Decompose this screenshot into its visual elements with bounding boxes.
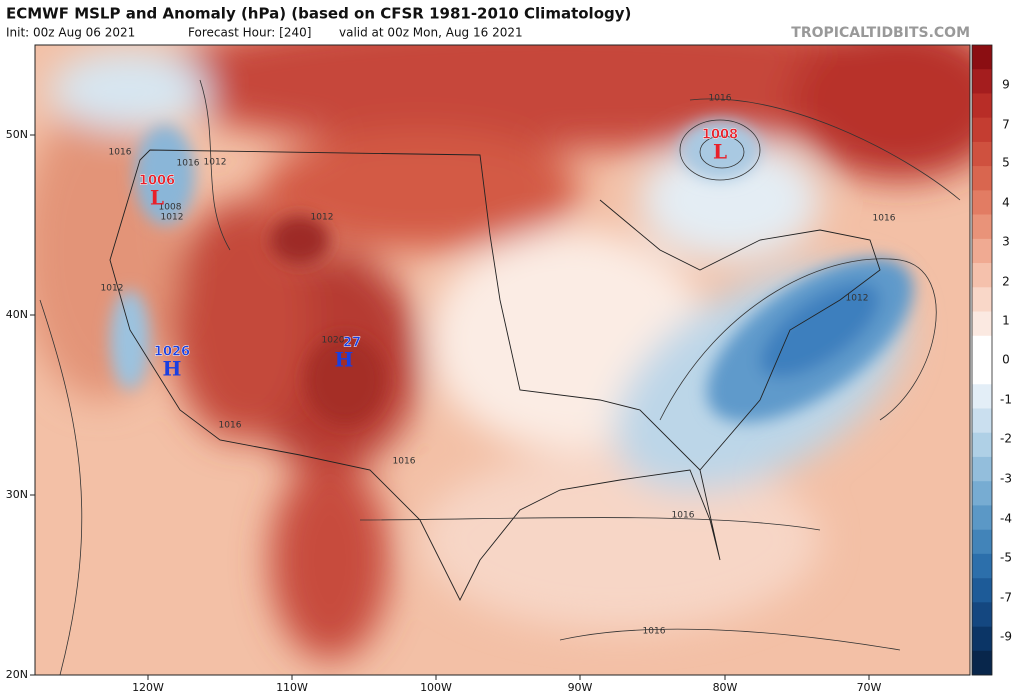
contour-label: 1016: [219, 421, 242, 431]
lon-label: 80W: [713, 681, 738, 694]
contour-label: 1016: [672, 511, 695, 521]
title: ECMWF MSLP and Anomaly (hPa) (based on C…: [6, 5, 631, 23]
colorbar-label: -4: [1000, 512, 1012, 526]
colorbar-segment: [972, 93, 992, 118]
colorbar-segment: [972, 45, 992, 70]
colorbar-segment: [972, 578, 992, 603]
colorbar-segment: [972, 553, 992, 579]
colorbar-segment: [972, 141, 992, 167]
colorbar-label: 1: [1002, 314, 1010, 328]
pressure-symbol: L: [150, 186, 164, 210]
colorbar-segment: [972, 432, 992, 458]
colorbar-segment: [972, 650, 992, 676]
colorbar-label: 7: [1002, 118, 1010, 132]
contour-label: 1012: [311, 213, 334, 223]
lon-label: 110W: [276, 681, 308, 694]
init-time: Init: 00z Aug 06 2021: [6, 26, 135, 40]
contour-label: 1008: [159, 203, 182, 213]
colorbar-segment: [972, 456, 992, 482]
pressure-symbol: L: [713, 140, 727, 164]
credit: TROPICALTIDBITS.COM: [791, 25, 970, 41]
colorbar-segment: [972, 335, 992, 361]
contour-label: 1012: [161, 213, 184, 223]
pressure-symbol: H: [163, 357, 182, 381]
colorbar-segment: [972, 505, 992, 530]
lon-label: 120W: [132, 681, 164, 694]
colorbar-segment: [972, 117, 992, 143]
contour-label: 1012: [204, 158, 227, 168]
colorbar-segment: [972, 287, 992, 312]
colorbar-label: -5: [1000, 551, 1012, 565]
lat-label: 50N: [6, 128, 28, 141]
labels: 50N 40N 30N 20N 120W 110W 100W 90W 80W 70W 1016 101…: [6, 94, 896, 695]
colorbar-segment: [972, 626, 992, 652]
colorbar-segment: [972, 263, 992, 288]
lon-label: 70W: [857, 681, 882, 694]
colorbar-label: 4: [1002, 196, 1010, 210]
colorbar-segment: [972, 190, 992, 215]
contour-label: 1016: [643, 627, 666, 637]
colorbar-label: -2: [1000, 432, 1012, 446]
colorbar-label: 0: [1002, 353, 1010, 367]
lat-label: 40N: [6, 308, 28, 321]
colorbar-label: -9: [1000, 630, 1012, 644]
anomaly-field: [35, 45, 970, 675]
colorbar-label: 9: [1002, 78, 1010, 92]
colorbar-segment: [972, 529, 992, 555]
valid-time: valid at 00z Mon, Aug 16 2021: [339, 26, 523, 40]
colorbar-label: -3: [1000, 472, 1012, 486]
colorbar-frame: [971, 44, 993, 676]
contour-label: 1012: [846, 294, 869, 304]
contour-label: 1020: [322, 336, 345, 346]
colorbar-label: -1: [1000, 393, 1012, 407]
colorbar-segment: [972, 602, 992, 627]
contour-label: 1016: [177, 159, 200, 169]
pressure-symbol: H: [335, 348, 354, 372]
forecast-hour: Forecast Hour: [240]: [188, 26, 311, 40]
lon-label: 100W: [420, 681, 452, 694]
colorbar: 9 7 5 4 3 2 1 0 -1 -2 -3 -4 -5 -7 -9: [971, 44, 1012, 676]
colorbar-segment: [972, 69, 992, 94]
colorbar-label: 2: [1002, 275, 1010, 289]
pressure-value: 1008: [702, 128, 738, 143]
lat-label: 20N: [6, 668, 28, 681]
colorbar-segment: [972, 408, 992, 433]
contour-label: 1016: [393, 457, 416, 467]
lat-label: 30N: [6, 488, 28, 501]
colorbar-label: 3: [1002, 235, 1010, 249]
colorbar-segment: [972, 214, 992, 240]
colorbar-segment: [972, 238, 992, 264]
contour-label: 1016: [873, 214, 896, 224]
colorbar-segment: [972, 311, 992, 337]
contour-label: 1016: [109, 148, 132, 158]
map-frame: [34, 44, 971, 676]
contour-label: 1016: [709, 94, 732, 104]
contour-label: 1012: [101, 284, 124, 294]
pressure-value: 1006: [139, 174, 175, 189]
colorbar-label: 5: [1002, 156, 1010, 170]
colorbar-segment: [972, 384, 992, 409]
pressure-value: 27: [343, 336, 361, 351]
pressure-value: 1026: [154, 345, 190, 360]
colorbar-label: -7: [1000, 591, 1012, 605]
colorbar-segment: [972, 481, 992, 506]
colorbar-segment: [972, 166, 992, 191]
lon-label: 90W: [568, 681, 593, 694]
colorbar-segment: [972, 360, 992, 385]
